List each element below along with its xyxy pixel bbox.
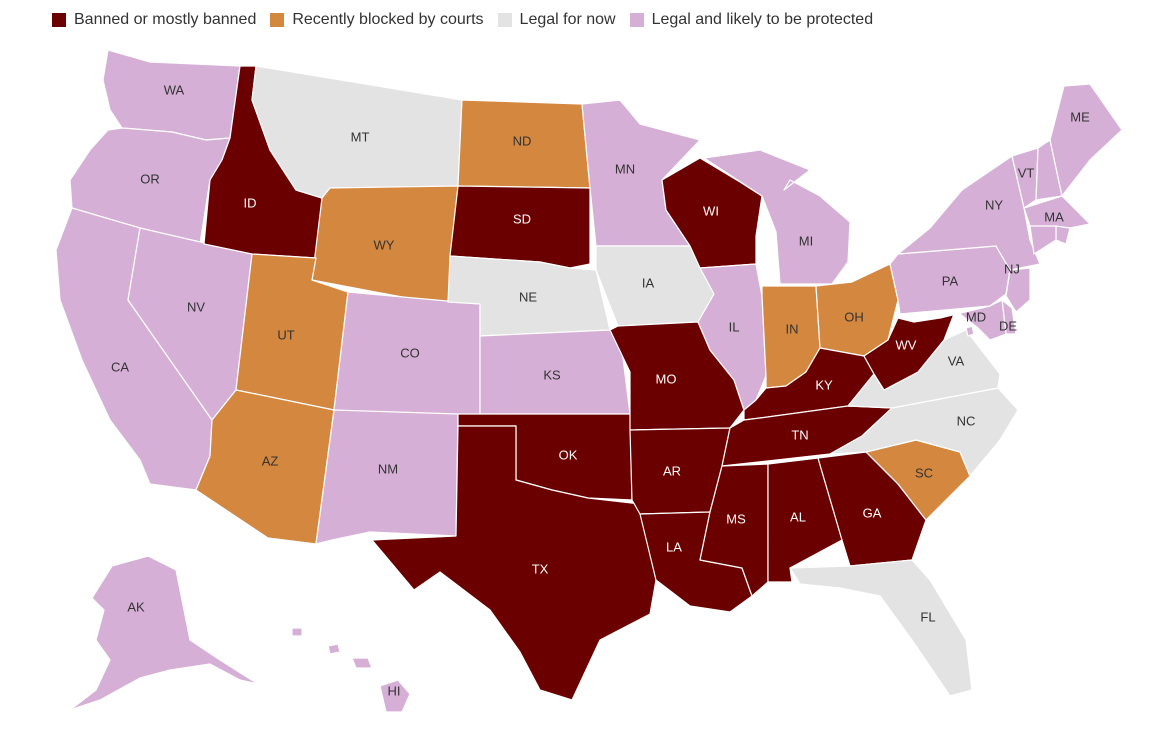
legend-swatch-protected: [629, 13, 644, 27]
label-ca: CA: [111, 359, 129, 374]
label-pa: PA: [942, 273, 959, 288]
label-sc: SC: [915, 465, 933, 480]
state-nm[interactable]: [315, 409, 459, 545]
label-ga: GA: [863, 505, 882, 520]
label-ne: NE: [519, 289, 537, 304]
legend-label-protected: Legal and likely to be protected: [651, 11, 874, 28]
label-or: OR: [140, 171, 160, 186]
state-sd[interactable]: [449, 185, 591, 269]
label-ky: KY: [815, 377, 833, 392]
state-wi[interactable]: [661, 157, 763, 269]
map-legend: Banned or mostly banned Recently blocked…: [52, 11, 887, 29]
state-ri[interactable]: [1055, 225, 1071, 245]
state-hi-big[interactable]: [379, 679, 411, 713]
state-ak[interactable]: [69, 555, 259, 711]
label-ma: MA: [1044, 209, 1064, 224]
legend-item-banned: Banned or mostly banned: [52, 11, 256, 29]
label-ny: NY: [985, 197, 1003, 212]
legend-label-legal-now: Legal for now: [519, 11, 616, 28]
label-hi: HI: [388, 683, 401, 698]
state-hi-kauai[interactable]: [291, 627, 303, 637]
label-nm: NM: [378, 461, 398, 476]
label-va: VA: [948, 353, 965, 368]
legend-label-blocked: Recently blocked by courts: [292, 11, 484, 28]
label-ia: IA: [642, 275, 655, 290]
label-fl: FL: [920, 609, 935, 624]
legend-item-protected: Legal and likely to be protected: [629, 11, 874, 29]
label-nj: NJ: [1004, 261, 1020, 276]
label-az: AZ: [262, 453, 279, 468]
label-ar: AR: [663, 463, 681, 478]
state-fl[interactable]: [789, 559, 973, 697]
legend-item-blocked: Recently blocked by courts: [270, 11, 484, 29]
label-vt: VT: [1018, 165, 1035, 180]
label-mo: MO: [656, 371, 677, 386]
label-co: CO: [400, 345, 420, 360]
legend-swatch-blocked: [270, 13, 285, 27]
state-mi[interactable]: [703, 149, 851, 285]
label-ak: AK: [127, 599, 145, 614]
label-in: IN: [786, 321, 799, 336]
label-mi: MI: [799, 233, 813, 248]
state-ks[interactable]: [479, 329, 631, 415]
state-hi-oahu[interactable]: [327, 643, 341, 655]
label-la: LA: [666, 539, 682, 554]
state-ct[interactable]: [1029, 225, 1057, 255]
label-wv: WV: [896, 337, 917, 352]
label-mt: MT: [351, 129, 370, 144]
state-dc[interactable]: [965, 325, 975, 337]
label-sd: SD: [513, 211, 531, 226]
label-il: IL: [729, 319, 740, 334]
label-nc: NC: [957, 413, 976, 428]
state-me[interactable]: [1049, 83, 1123, 197]
label-nd: ND: [513, 133, 532, 148]
label-wy: WY: [374, 237, 395, 252]
label-wi: WI: [703, 203, 719, 218]
label-tn: TN: [791, 427, 808, 442]
label-tx: TX: [532, 561, 549, 576]
label-me: ME: [1070, 109, 1090, 124]
state-ny[interactable]: [897, 155, 1041, 271]
state-hi-maui[interactable]: [351, 657, 373, 669]
state-md[interactable]: [939, 299, 1007, 341]
state-nj[interactable]: [1005, 267, 1031, 313]
label-nv: NV: [187, 299, 205, 314]
label-mn: MN: [615, 161, 635, 176]
label-de: DE: [999, 318, 1017, 333]
label-ok: OK: [559, 447, 578, 462]
state-wy[interactable]: [311, 185, 459, 307]
legend-swatch-banned: [52, 13, 66, 27]
label-id: ID: [244, 195, 257, 210]
label-al: AL: [790, 509, 806, 524]
legend-swatch-legal-now: [497, 13, 512, 27]
label-wa: WA: [164, 82, 185, 97]
state-tx[interactable]: [371, 425, 657, 701]
label-md: MD: [966, 309, 986, 324]
legend-item-legal-now: Legal for now: [497, 11, 616, 29]
label-oh: OH: [844, 309, 864, 324]
legend-label-banned: Banned or mostly banned: [74, 11, 257, 28]
label-ms: MS: [726, 511, 746, 526]
label-ks: KS: [543, 367, 561, 382]
label-ut: UT: [277, 327, 294, 342]
